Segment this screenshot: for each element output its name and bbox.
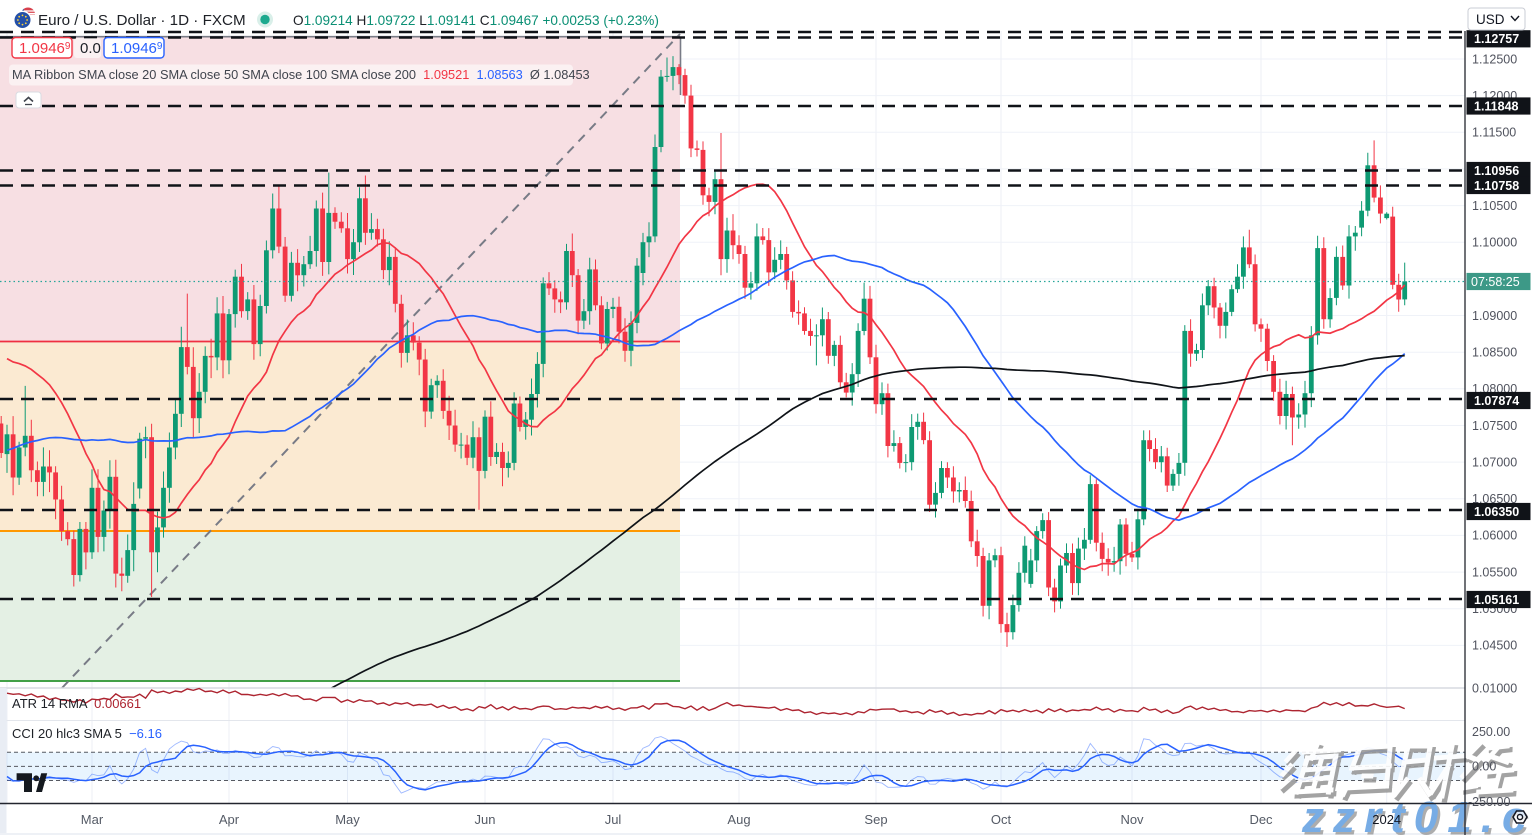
svg-text:1.07874: 1.07874 bbox=[1474, 394, 1519, 408]
svg-text:07:58:25: 07:58:25 bbox=[1471, 275, 1520, 289]
svg-text:MA Ribbon SMA close 20 SMA clo: MA Ribbon SMA close 20 SMA close 50 SMA … bbox=[12, 67, 590, 82]
svg-text:1.06350: 1.06350 bbox=[1474, 505, 1519, 519]
svg-text:Jun: Jun bbox=[475, 812, 496, 827]
svg-text:zzrt01.cn: zzrt01.cn bbox=[1301, 793, 1532, 835]
svg-text:1.06500: 1.06500 bbox=[1472, 492, 1517, 506]
svg-text:250.00: 250.00 bbox=[1472, 725, 1510, 739]
svg-text:Nov: Nov bbox=[1120, 812, 1144, 827]
svg-text:0.0: 0.0 bbox=[80, 40, 101, 57]
svg-text:Sep: Sep bbox=[864, 812, 887, 827]
svg-text:USD: USD bbox=[1476, 12, 1505, 27]
svg-text:1.05500: 1.05500 bbox=[1472, 565, 1517, 579]
svg-text:Apr: Apr bbox=[219, 812, 240, 827]
svg-text:1.10000: 1.10000 bbox=[1472, 236, 1517, 250]
svg-text:1.11500: 1.11500 bbox=[1472, 126, 1516, 140]
svg-text:O1.09214 H1.09722 L1.09141 C1.: O1.09214 H1.09722 L1.09141 C1.09467 +0.0… bbox=[293, 13, 659, 28]
svg-text:1.12757: 1.12757 bbox=[1474, 32, 1519, 46]
svg-text:Euro / U.S. Dollar · 1D · FXCM: Euro / U.S. Dollar · 1D · FXCM bbox=[38, 12, 246, 29]
svg-text:CCI 20 hlc3 SMA 5 −6.16: CCI 20 hlc3 SMA 5 −6.16 bbox=[12, 726, 162, 741]
svg-text:1.06000: 1.06000 bbox=[1472, 529, 1517, 543]
svg-text:1.11848: 1.11848 bbox=[1474, 99, 1519, 113]
svg-text:1.09469: 1.09469 bbox=[19, 40, 71, 57]
svg-text:1.12500: 1.12500 bbox=[1472, 52, 1517, 66]
svg-text:Aug: Aug bbox=[727, 812, 750, 827]
svg-text:2024: 2024 bbox=[1372, 812, 1401, 827]
svg-text:0.01000: 0.01000 bbox=[1472, 682, 1517, 696]
svg-text:-250.00: -250.00 bbox=[1468, 795, 1510, 809]
svg-text:1.10956: 1.10956 bbox=[1474, 164, 1519, 178]
svg-text:1.07000: 1.07000 bbox=[1472, 455, 1517, 469]
svg-text:Dec: Dec bbox=[1249, 812, 1273, 827]
svg-text:1.04500: 1.04500 bbox=[1472, 639, 1517, 653]
svg-text:1.07500: 1.07500 bbox=[1472, 419, 1517, 433]
svg-text:1.10500: 1.10500 bbox=[1472, 199, 1517, 213]
svg-text:zzrt01.cn: zzrt01.cn bbox=[1304, 796, 1532, 835]
svg-text:Jul: Jul bbox=[605, 812, 622, 827]
svg-text:Mar: Mar bbox=[81, 812, 104, 827]
svg-text:1.08500: 1.08500 bbox=[1472, 346, 1517, 360]
svg-text:1.09469: 1.09469 bbox=[111, 40, 163, 57]
svg-text:Oct: Oct bbox=[991, 812, 1012, 827]
svg-text:1.05161: 1.05161 bbox=[1474, 593, 1519, 607]
svg-text:1.10758: 1.10758 bbox=[1474, 179, 1519, 193]
svg-text:0.00: 0.00 bbox=[1472, 760, 1496, 774]
svg-text:1.09000: 1.09000 bbox=[1472, 309, 1517, 323]
svg-text:May: May bbox=[335, 812, 360, 827]
svg-text:ATR 14 RMA 0.00661: ATR 14 RMA 0.00661 bbox=[12, 696, 141, 711]
